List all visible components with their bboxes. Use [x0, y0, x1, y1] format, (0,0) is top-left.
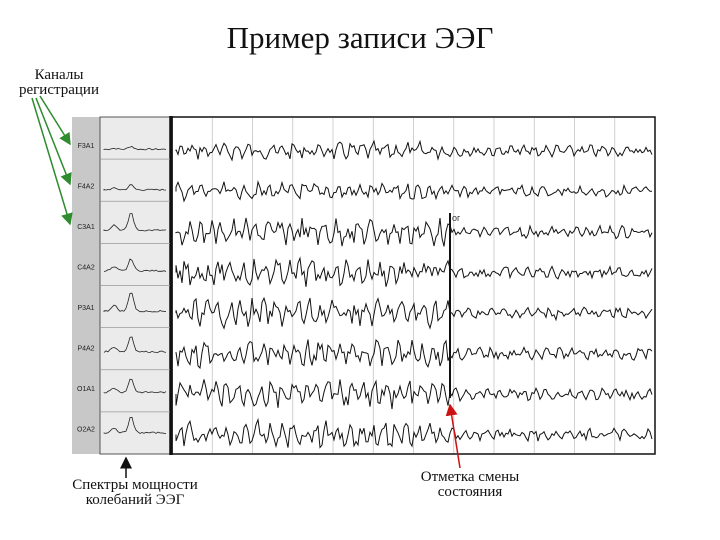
arrow-to-f3a1: [39, 95, 71, 146]
trace-c4a2: [175, 256, 653, 287]
spectrum-p4a2: [103, 336, 167, 353]
trace-f3a1: [175, 139, 653, 162]
page-title: Пример записи ЭЭГ: [226, 20, 494, 55]
trace-p3a1: [175, 296, 653, 330]
spectrum-p3a1: [103, 292, 167, 313]
channel-label-f3a1: F3A1: [78, 143, 95, 150]
channel-arrows: [31, 95, 73, 226]
trace-o1a1: [175, 379, 653, 410]
spectrum-c4a2: [103, 258, 167, 272]
trace-p4a2: [175, 338, 653, 370]
channel-strip: [72, 117, 100, 454]
channel-label-c3a1: C3A1: [77, 224, 95, 231]
arrow-to-marker: [445, 403, 461, 469]
channel-labels: F3A1 F4A2 C3A1 C4A2 P3A1 P4A2 O1A1 O2A2: [77, 143, 95, 434]
grid-lines: [211, 118, 616, 453]
eeg-traces: [175, 139, 653, 449]
channel-label-p4a2: P4A2: [77, 346, 94, 353]
channels-caption: Каналы регистрации: [4, 68, 114, 98]
trace-o2a2: [175, 417, 653, 449]
spectrum-c3a1: [103, 213, 167, 232]
state-mark-caption-line-2: состояния: [437, 484, 503, 500]
spectrum-f4a2: [103, 184, 167, 191]
spectrum-o2a2: [103, 416, 167, 434]
channels-caption-line-2: регистрации: [19, 82, 99, 98]
spectrum-o1a1: [103, 378, 167, 394]
spectra-caption-line-2: колебаний ЭЭГ: [85, 492, 185, 508]
spectra-plots: [100, 146, 170, 434]
spectrum-f3a1: [103, 146, 167, 151]
trace-c3a1: [175, 217, 653, 247]
arrow-to-f4a2: [35, 97, 72, 186]
state-mark-caption-line-1: Отметка смены: [420, 469, 520, 485]
channel-label-c4a2: C4A2: [77, 265, 95, 272]
channel-label-f4a2: F4A2: [78, 184, 95, 191]
channels-caption-line-1: Каналы: [34, 67, 84, 83]
spectra-caption-line-1: Спектры мощности: [72, 477, 198, 493]
state-mark-caption: Отметка смены состояния: [395, 470, 545, 500]
arrow-to-c3a1: [31, 97, 73, 226]
trace-f4a2: [175, 179, 652, 203]
spectra-caption: Спектры мощности колебаний ЭЭГ: [50, 478, 220, 508]
channel-label-o2a2: O2A2: [77, 427, 95, 434]
state-change-marker-text: ог: [452, 213, 461, 223]
channel-label-o1a1: O1A1: [77, 386, 95, 393]
channel-label-p3a1: P3A1: [77, 305, 94, 312]
